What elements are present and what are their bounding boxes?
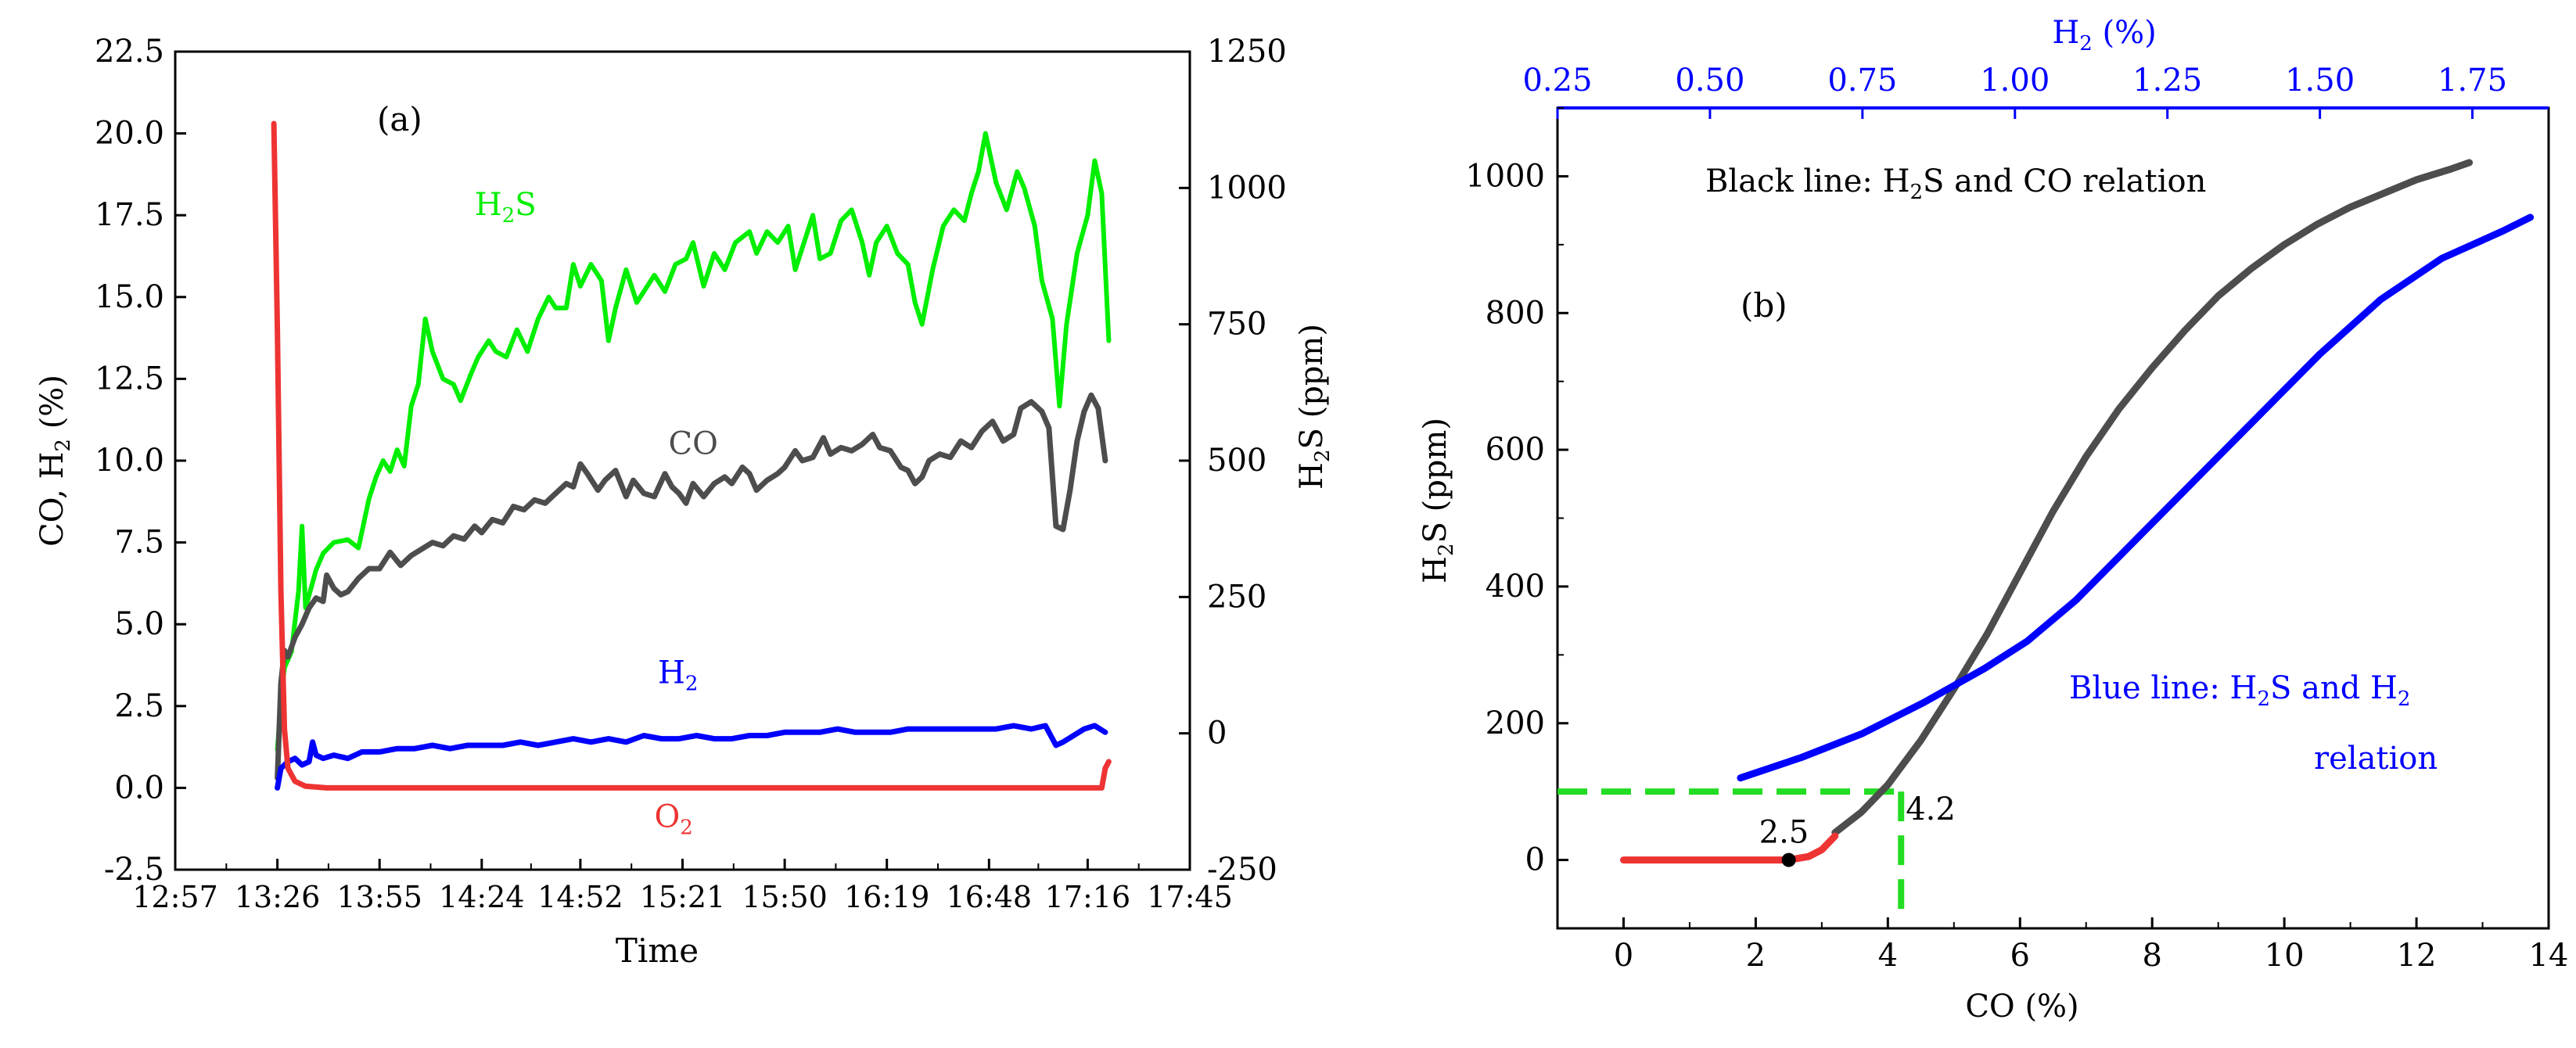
y-tick-label: 200 bbox=[1486, 705, 1545, 741]
threshold-marker-point bbox=[1781, 852, 1796, 867]
y-tick-label-left: 20.0 bbox=[95, 116, 164, 152]
y-tick-label-left: 15.0 bbox=[95, 279, 164, 315]
series-line-o2 bbox=[271, 120, 1112, 791]
x-tick-label: 13:26 bbox=[235, 880, 321, 914]
x-tick-label: 10 bbox=[2265, 938, 2305, 974]
x-tick-label: 14 bbox=[2529, 938, 2569, 974]
panel-b-annotations: Black line: H2S and CO relation Blue line… bbox=[1705, 163, 2438, 851]
series-label-co: CO bbox=[668, 426, 717, 462]
y-tick-label-left: 22.5 bbox=[95, 34, 164, 70]
panel-b-label: (b) bbox=[1741, 286, 1787, 325]
x-top-tick-label: 0.50 bbox=[1675, 63, 1744, 99]
threshold-high-label: 4.2 bbox=[1906, 791, 1956, 827]
x-tick-label: 6 bbox=[2010, 938, 2030, 974]
x-tick-label: 14:52 bbox=[537, 880, 623, 914]
y-tick-label-right: 0 bbox=[1207, 716, 1227, 752]
x-tick-label: 12 bbox=[2397, 938, 2437, 974]
x-tick-label: 16:48 bbox=[947, 880, 1033, 914]
series-label-o2: O2 bbox=[654, 799, 692, 840]
x-top-tick-label: 1.25 bbox=[2132, 63, 2202, 99]
series-line-1 bbox=[1831, 159, 2474, 837]
y-tick-label-left: 0.0 bbox=[114, 770, 164, 806]
x-tick-label: 17:45 bbox=[1147, 880, 1233, 914]
y-tick-label-right: 1250 bbox=[1207, 34, 1287, 70]
x-top-tick-label: 1.00 bbox=[1980, 63, 2050, 99]
y-tick-label-right: 1000 bbox=[1207, 170, 1287, 206]
panel-b-top-x-axis-label: H2 (%) bbox=[2052, 15, 2156, 56]
panel-a-series-labels: H2S CO H2 O2 bbox=[475, 187, 718, 839]
y-tick-label-right: 750 bbox=[1207, 307, 1266, 343]
panel-b-series bbox=[1557, 159, 2535, 915]
y-tick-label-left: 12.5 bbox=[95, 361, 164, 397]
panel-a-x-axis-label: Time bbox=[616, 931, 699, 970]
series-label-h2: H2 bbox=[658, 655, 698, 696]
panel-a-left-y-axis-label: CO, H2 (%) bbox=[34, 375, 75, 547]
y-tick-label: 800 bbox=[1486, 295, 1545, 331]
y-tick-label-right: 250 bbox=[1207, 579, 1266, 615]
y-tick-label: 600 bbox=[1486, 432, 1545, 468]
x-top-tick-label: 1.50 bbox=[2285, 63, 2355, 99]
x-tick-label: 2 bbox=[1746, 938, 1766, 974]
blue-line-annotation-line2: relation bbox=[2314, 741, 2438, 777]
threshold-low-label: 2.5 bbox=[1759, 815, 1809, 851]
panel-a-chart: 12:57 13:26 13:55 14:24 14:52 15:21 15:50 16:19… bbox=[34, 34, 1335, 970]
y-tick-label-left: 10.0 bbox=[95, 443, 164, 479]
y-tick-label-left: -2.5 bbox=[104, 852, 164, 888]
panel-a-label: (a) bbox=[377, 100, 422, 138]
black-line-annotation: Black line: H2S and CO relation bbox=[1705, 163, 2206, 204]
y-tick-label-right: -250 bbox=[1207, 852, 1277, 888]
x-tick-label: 15:21 bbox=[640, 880, 726, 914]
x-tick-label: 17:16 bbox=[1045, 880, 1131, 914]
panel-a-series bbox=[271, 120, 1112, 791]
x-tick-label: 14:24 bbox=[439, 880, 525, 914]
x-tick-label: 16:19 bbox=[844, 880, 930, 914]
x-tick-label: 15:50 bbox=[742, 880, 828, 914]
x-top-tick-label: 1.75 bbox=[2438, 63, 2507, 99]
y-tick-label-right: 500 bbox=[1207, 443, 1266, 479]
y-tick-label: 0 bbox=[1525, 842, 1545, 878]
y-tick-label-left: 7.5 bbox=[114, 525, 164, 561]
series-line-3 bbox=[1737, 214, 2535, 782]
y-tick-label-left: 17.5 bbox=[95, 197, 164, 233]
series-label-h2s: H2S bbox=[475, 187, 537, 228]
y-tick-label-left: 5.0 bbox=[114, 606, 164, 642]
x-top-tick-label: 0.25 bbox=[1522, 63, 1592, 99]
x-tick-label: 0 bbox=[1614, 938, 1633, 974]
panel-a-ticks: 12:57 13:26 13:55 14:24 14:52 15:21 15:50 16:19… bbox=[95, 34, 1287, 914]
y-tick-label: 400 bbox=[1486, 569, 1545, 605]
y-tick-label: 1000 bbox=[1465, 158, 1545, 194]
x-tick-label: 8 bbox=[2142, 938, 2161, 974]
panel-a-right-y-axis-label: H2S (ppm) bbox=[1294, 324, 1335, 490]
series-line-h2 bbox=[275, 723, 1108, 791]
x-tick-label: 13:55 bbox=[336, 880, 422, 914]
panel-b-chart: 0 2 4 6 8 10 12 14 0.25 0.50 0.75 1.00 1.25 1.50 1.75 0… bbox=[1417, 15, 2568, 1025]
y-tick-label-left: 2.5 bbox=[114, 688, 164, 724]
x-tick-label: 12:57 bbox=[132, 880, 218, 914]
series-line-co bbox=[275, 392, 1108, 781]
blue-line-annotation-line1: Blue line: H2S and H2 bbox=[2069, 670, 2410, 711]
panel-b-ticks: 0 2 4 6 8 10 12 14 0.25 0.50 0.75 1.00 1.25 1.50 1.75 0… bbox=[1465, 63, 2568, 974]
series-line-h2s bbox=[275, 131, 1112, 752]
x-tick-label: 4 bbox=[1878, 938, 1898, 974]
panel-b-x-axis-label: CO (%) bbox=[1965, 989, 2078, 1025]
panel-b-y-axis-label: H2S (ppm) bbox=[1417, 418, 1458, 583]
x-top-tick-label: 0.75 bbox=[1827, 63, 1897, 99]
